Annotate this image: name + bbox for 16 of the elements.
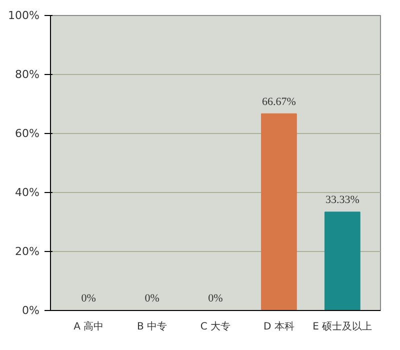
x-tick-label: D 本科: [264, 320, 294, 332]
x-tick-label: B 中专: [137, 320, 168, 332]
data-label: 33.33%: [325, 194, 360, 206]
y-tick-label: 0%: [22, 304, 40, 317]
y-tick-label: 80%: [15, 68, 40, 81]
x-tick-label: E 硕士及以上: [312, 320, 372, 332]
y-tick-label: 60%: [15, 127, 40, 140]
x-tick-label: A 高中: [74, 320, 104, 332]
y-tick-label: 20%: [15, 245, 40, 258]
data-label: 0%: [208, 292, 223, 304]
y-tick-label: 100%: [8, 9, 40, 22]
data-label: 0%: [144, 292, 160, 304]
y-tick-label: 40%: [15, 186, 40, 199]
data-label: 66.67%: [262, 96, 296, 108]
data-label: 0%: [81, 292, 96, 304]
x-tick-label: C 大专: [200, 320, 231, 332]
